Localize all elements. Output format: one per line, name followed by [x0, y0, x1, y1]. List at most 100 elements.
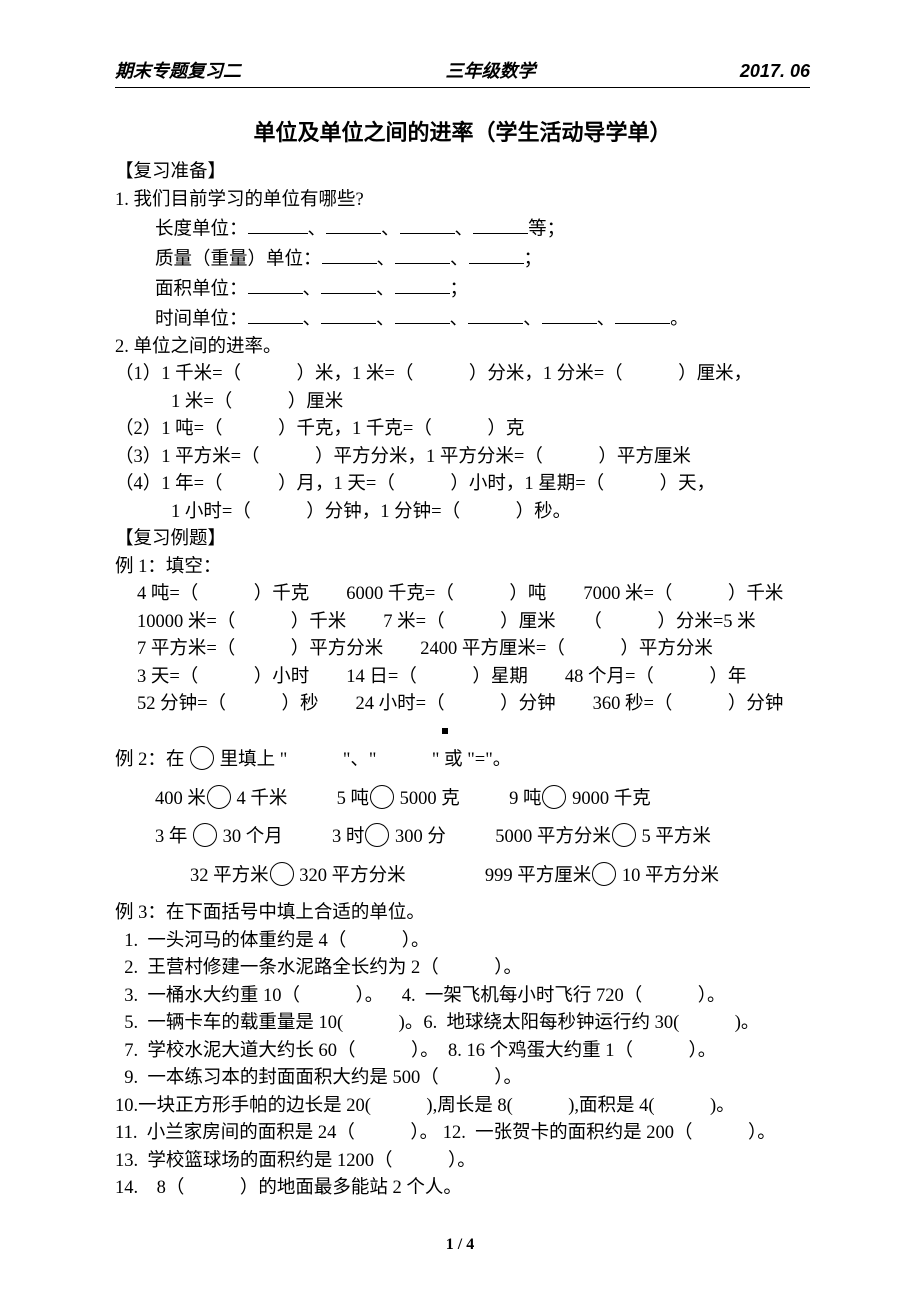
circle-icon: [592, 862, 616, 886]
ex3-11: 11. 小兰家房间的面积是 24（ ）。 12. 一张贺卡的面积约是 200（ …: [115, 1120, 810, 1148]
sep: 、: [303, 309, 322, 329]
blank: [615, 304, 670, 324]
ex2-heading: 例 2：在 里填上 " "、" " 或 "="。: [115, 746, 810, 775]
q1-area: 面积单位：、、；: [115, 274, 810, 304]
header-center: 三年级数学: [445, 58, 535, 85]
circle-icon: [270, 862, 294, 886]
t: 400 米: [155, 789, 206, 809]
t: 3 年: [155, 827, 192, 847]
circle-icon: [365, 823, 389, 847]
circle-icon: [193, 823, 217, 847]
ex3-7: 7. 学校水泥大道大约长 60（ ）。 8. 16 个鸡蛋大约重 1（ ）。: [115, 1038, 810, 1066]
blank: [395, 304, 450, 324]
ex2-row3: 32 平方米 320 平方分米 999 平方厘米 10 平方分米: [115, 862, 810, 891]
ex2-pre: 例 2：在: [115, 750, 189, 770]
t: 5000 平方分米: [495, 827, 611, 847]
blank: [400, 214, 455, 234]
blank: [468, 304, 523, 324]
sep: 、: [308, 219, 327, 239]
blank: [322, 244, 377, 264]
header-left: 期末专题复习二: [115, 58, 241, 85]
ex3-3: 3. 一桶水大约重 10（ ）。 4. 一架飞机每小时飞行 720（ ）。: [115, 983, 810, 1011]
ex3-heading: 例 3：在下面括号中填上合适的单位。: [115, 900, 810, 928]
q2: 2. 单位之间的进率。: [115, 334, 810, 362]
q1-time: 时间单位： 、 、 、 、 、 。: [115, 304, 810, 334]
circle-icon: [542, 785, 566, 809]
ex2-row1: 400 米 4 千米 5 吨 5000 克 9 吨 9000 千克: [115, 785, 810, 814]
section-prep-heading: 【复习准备】: [115, 159, 810, 187]
blank: [326, 214, 381, 234]
semi: ；: [450, 279, 469, 299]
circle-icon: [190, 746, 214, 770]
section-example-heading: 【复习例题】: [115, 526, 810, 554]
sep: 、: [376, 279, 395, 299]
t: 9000 千克: [567, 789, 650, 809]
t: 3 时: [332, 827, 364, 847]
ex3-10: 10.一块正方形手帕的边长是 20( ),周长是 8( ),面积是 4( )。: [115, 1093, 810, 1121]
dot-separator: [115, 719, 810, 747]
t: 30 个月: [218, 827, 283, 847]
page: 期末专题复习二 三年级数学 2017. 06 单位及单位之间的进率（学生活动导学…: [0, 0, 920, 1302]
t: 9 吨: [509, 789, 541, 809]
ex1-heading: 例 1：填空：: [115, 554, 810, 582]
q1-mass: 质量（重量）单位：、、；: [115, 244, 810, 274]
ex3-5: 5. 一辆卡车的载重量是 10( )。6. 地球绕太阳每秒钟运行约 30( )。: [115, 1010, 810, 1038]
ex1-line2: 10000 米=（ ）千米 7 米=（ ）厘米 （ ）分米=5 米: [115, 609, 810, 637]
sep: 、: [523, 309, 542, 329]
q2-4b: 1 小时=（ ）分钟，1 分钟=（ ）秒。: [115, 499, 810, 527]
q2-3: （3）1 平方米=（ ）平方分米，1 平方分米=（ ）平方厘米: [115, 444, 810, 472]
sep: 、: [597, 309, 616, 329]
blank: [395, 274, 450, 294]
ex3-13: 13. 学校篮球场的面积约是 1200（ ）。: [115, 1148, 810, 1176]
content-body: 【复习准备】 1. 我们目前学习的单位有哪些? 长度单位：、、、等； 质量（重量…: [115, 159, 810, 1203]
sep: 、: [450, 309, 469, 329]
sep: 、: [450, 249, 469, 269]
t: 5 平方米: [637, 827, 711, 847]
sep: 、: [455, 219, 474, 239]
sep: 、: [377, 249, 396, 269]
blank: [542, 304, 597, 324]
t: 300 分: [390, 827, 446, 847]
ex3-2: 2. 王营村修建一条水泥路全长约为 2（ ）。: [115, 955, 810, 983]
ex3-14: 14. 8（ ）的地面最多能站 2 个人。: [115, 1175, 810, 1203]
q1-length: 长度单位： 、 、 、 等；: [115, 214, 810, 244]
t: 5 吨: [337, 789, 369, 809]
square-icon: [442, 728, 448, 734]
ex1-line5: 52 分钟=（ ）秒 24 小时=（ ）分钟 360 秒=（ ）分钟: [115, 691, 810, 719]
circle-icon: [370, 785, 394, 809]
q1: 1. 我们目前学习的单位有哪些?: [115, 187, 810, 215]
ex3-9: 9. 一本练习本的封面面积大约是 500（ ）。: [115, 1065, 810, 1093]
label: 面积单位：: [155, 279, 248, 299]
label: 长度单位：: [155, 219, 248, 239]
q2-4: （4）1 年=（ ）月，1 天=（ ）小时，1 星期=（ ）天，: [115, 471, 810, 499]
page-title: 单位及单位之间的进率（学生活动导学单）: [115, 116, 810, 149]
blank: [321, 274, 376, 294]
t: 320 平方分米: [295, 866, 406, 886]
blank: [248, 304, 303, 324]
blank: [248, 274, 303, 294]
page-header: 期末专题复习二 三年级数学 2017. 06: [115, 58, 810, 88]
sep: 、: [376, 309, 395, 329]
circle-icon: [207, 785, 231, 809]
ex2-post: 里填上 " "、" " 或 "="。: [215, 750, 511, 770]
period: 。: [670, 309, 689, 329]
blank: [248, 214, 308, 234]
ex2-row2: 3 年 30 个月 3 时 300 分 5000 平方分米 5 平方米: [115, 823, 810, 852]
page-footer: 1 / 4: [0, 1233, 920, 1257]
t: 5000 克: [395, 789, 460, 809]
blank: [473, 214, 528, 234]
label: 时间单位：: [155, 309, 248, 329]
header-right: 2017. 06: [740, 58, 810, 85]
ex1-line1: 4 吨=（ ）千克 6000 千克=（ ）吨 7000 米=（ ）千米: [115, 581, 810, 609]
sep: 、: [381, 219, 400, 239]
t: 10 平方分米: [617, 866, 719, 886]
semi: ；: [524, 249, 543, 269]
blank: [321, 304, 376, 324]
t: 999 平方厘米: [485, 866, 591, 886]
circle-icon: [612, 823, 636, 847]
blank: [395, 244, 450, 264]
q2-1: （1）1 千米=（ ）米，1 米=（ ）分米，1 分米=（ ）厘米，: [115, 361, 810, 389]
q2-1b: 1 米=（ ）厘米: [115, 389, 810, 417]
q2-2: （2）1 吨=（ ）千克，1 千克=（ ）克: [115, 416, 810, 444]
post: 等；: [528, 219, 565, 239]
